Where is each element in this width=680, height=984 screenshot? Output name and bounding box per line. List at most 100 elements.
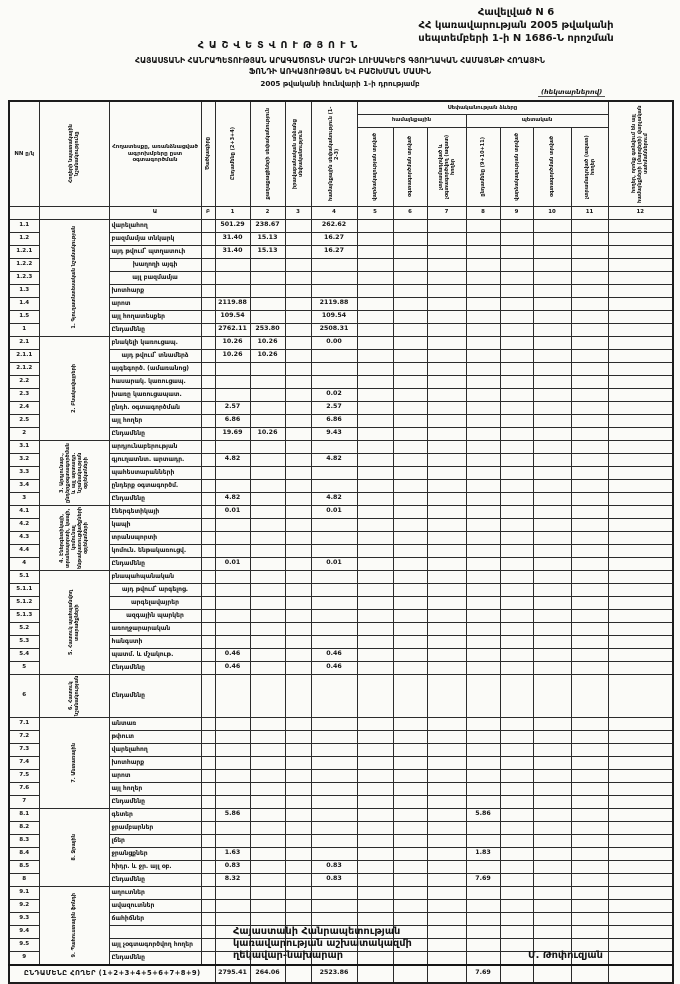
cell-value-col-10: [532, 595, 572, 610]
cell-value-col-1: [214, 898, 251, 913]
cell-value-col-1: 501.29: [214, 218, 251, 233]
cell-value-col-4: [310, 361, 358, 376]
section-label-cell: 8. Ջրային: [38, 807, 110, 887]
cell-landtype-label: ընդհ. օգտագործման: [108, 400, 202, 415]
cell-value-col-5: [356, 673, 394, 718]
index-nn: [8, 205, 40, 220]
header-code: Ծածկագիրը: [200, 100, 216, 207]
cell-value-col-9: [499, 322, 534, 337]
grand-total-col-11: [570, 963, 609, 983]
cell-value-col-3: [284, 647, 312, 662]
cell-value-col-2: 15.13: [249, 244, 286, 259]
cell-value-col-5: [356, 833, 394, 848]
cell-value-col-6: [392, 608, 428, 623]
cell-value-col-10: [532, 794, 572, 809]
cell-value-col-2: [249, 257, 286, 272]
cell-value-col-5: [356, 595, 394, 610]
cell-value-col-12: [607, 807, 674, 822]
cell-value-col-3: [284, 452, 312, 467]
cell-value-col-8: [465, 569, 501, 584]
table-row: 7 Ընդամենը: [8, 794, 674, 809]
cell-value-col-6: [392, 452, 428, 467]
table-row: 1.2.2 խաղողի այգի: [8, 257, 674, 272]
cell-value-col-7: [426, 673, 467, 718]
cell-value-col-12: [607, 231, 674, 246]
table-row: 7.5 արոտ: [8, 768, 674, 783]
cell-value-col-11: [570, 911, 609, 926]
cell-value-col-10: [532, 898, 572, 913]
cell-value-col-3: [284, 439, 312, 454]
cell-value-col-4: 2.57: [310, 400, 358, 415]
header-col-6: օգտագործման տրված: [392, 126, 428, 207]
cell-value-col-9: [499, 348, 534, 363]
cell-value-col-12: [607, 608, 674, 623]
cell-value-col-7: [426, 465, 467, 480]
cell-value-col-8: [465, 556, 501, 571]
table-row: 2.3 խառը կառուցապատ. 0.02: [8, 387, 674, 402]
cell-code: [200, 898, 216, 913]
cell-value-col-4: [310, 283, 358, 298]
cell-landtype-label: Ընդամենը: [108, 794, 202, 809]
cell-value-col-3: [284, 244, 312, 259]
cell-value-col-6: [392, 820, 428, 835]
cell-value-col-4: [310, 530, 358, 545]
appendix-line-3: սեպտեմբերի 1-ի N 1686-Ն որոշման: [418, 33, 614, 44]
cell-value-col-10: [532, 885, 572, 900]
cell-landtype-label: վարելահող: [108, 742, 202, 757]
cell-value-col-4: 16.27: [310, 231, 358, 246]
cell-value-col-10: [532, 218, 572, 233]
cell-landtype-label: վարելահող: [108, 218, 202, 233]
cell-landtype-label: Ընդամենը: [108, 673, 202, 718]
cell-value-col-4: [310, 348, 358, 363]
cell-code: [200, 634, 216, 649]
cell-value-col-5: [356, 283, 394, 298]
cell-value-col-2: [249, 716, 286, 731]
table-row: 8.5 հիդր. և ջր. այլ օբ. 0.83 0.83: [8, 859, 674, 874]
cell-value-col-3: [284, 911, 312, 926]
cell-value-col-2: [249, 387, 286, 402]
cell-value-col-10: [532, 504, 572, 519]
cell-value-col-9: [499, 517, 534, 532]
cell-value-col-3: [284, 755, 312, 770]
table-row: 1.1 1. Գյուղատնտեսական նշանակության վարելա…: [8, 218, 674, 337]
cell-code: [200, 387, 216, 402]
cell-value-col-3: [284, 387, 312, 402]
cell-value-col-2: [249, 781, 286, 796]
cell-value-col-7: [426, 833, 467, 848]
cell-value-col-8: [465, 820, 501, 835]
cell-landtype-label: հանգստի: [108, 634, 202, 649]
cell-code: [200, 374, 216, 389]
cell-landtype-label: այլ հողատեսքեր: [108, 309, 202, 324]
cell-landtype-label: լճեր: [108, 833, 202, 848]
cell-row-number: 1.2.2: [8, 257, 40, 272]
cell-value-col-11: [570, 768, 609, 783]
cell-value-col-5: [356, 400, 394, 415]
cell-value-col-1: [214, 608, 251, 623]
cell-value-col-10: [532, 716, 572, 731]
cell-code: [200, 924, 216, 939]
cell-value-col-10: [532, 911, 572, 926]
cell-landtype-label: կապի: [108, 517, 202, 532]
cell-value-col-3: [284, 794, 312, 809]
cell-value-col-9: [499, 807, 534, 822]
cell-value-col-8: [465, 859, 501, 874]
cell-value-col-1: [214, 582, 251, 597]
cell-value-col-8: [465, 781, 501, 796]
cell-value-col-8: [465, 608, 501, 623]
cell-value-col-2: 15.13: [249, 231, 286, 246]
cell-value-col-4: 0.83: [310, 859, 358, 874]
cell-value-col-1: [214, 517, 251, 532]
cell-value-col-4: [310, 673, 358, 718]
cell-value-col-9: [499, 582, 534, 597]
cell-value-col-10: [532, 846, 572, 861]
cell-value-col-12: [607, 218, 674, 233]
cell-value-col-1: [214, 716, 251, 731]
cell-value-col-11: [570, 898, 609, 913]
header-col-10: օգտագործման տրված: [532, 126, 572, 207]
grand-total-col-1: 2795.41: [214, 963, 251, 983]
cell-value-col-4: 0.01: [310, 504, 358, 519]
header-col-1: Ընդամենը (2+3+4): [214, 100, 251, 207]
cell-row-number: 9.4: [8, 924, 40, 939]
cell-value-col-12: [607, 452, 674, 467]
cell-value-col-1: [214, 465, 251, 480]
